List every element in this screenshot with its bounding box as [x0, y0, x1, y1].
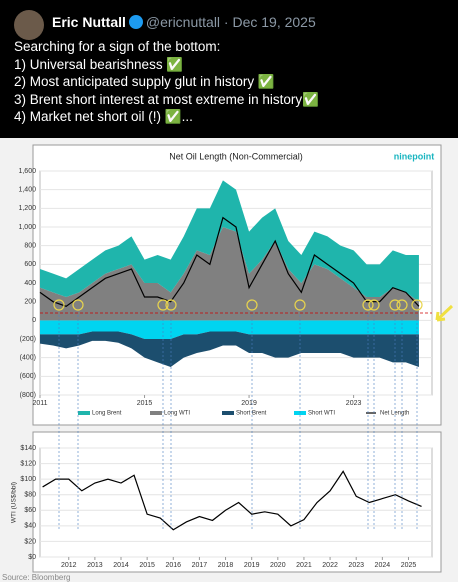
highlight-circle — [246, 299, 258, 311]
highlight-circle — [411, 299, 423, 311]
highlight-circle — [294, 299, 306, 311]
text-line: 3) Brent short interest at most extreme … — [14, 91, 319, 107]
highlight-circle — [396, 299, 408, 311]
x-tick-label: 2022 — [322, 562, 338, 569]
author-handle[interactable]: @ericnuttall · Dec 19, 2025 — [145, 14, 316, 30]
x-tick-label: 2015 — [137, 400, 153, 407]
x-tick-label: 2012 — [61, 562, 77, 569]
y-tick-label: (200) — [20, 336, 36, 343]
x-tick-label: 2021 — [296, 562, 312, 569]
area — [40, 331, 419, 367]
y-tick-label: $20 — [24, 538, 36, 545]
y-tick-label: $100 — [20, 476, 36, 483]
area — [40, 227, 419, 321]
x-tick-label: 2018 — [218, 562, 234, 569]
text-line: 4) Market net short oil (!) ✅... — [14, 109, 193, 124]
y-tick-label: $120 — [20, 460, 36, 467]
y-tick-label: 800 — [24, 243, 36, 250]
highlight-circle — [362, 299, 374, 311]
legend-swatch — [150, 411, 162, 415]
tweet-header: Eric Nuttall @ericnuttall · Dec 19, 2025 — [52, 14, 316, 30]
y-tick-label: 1,400 — [18, 187, 36, 194]
y-tick-label: 1,000 — [18, 224, 36, 231]
chart-title: Net Oil Length (Non-Commercial) — [169, 151, 303, 161]
y-tick-label: 400 — [24, 280, 36, 287]
x-tick-label: 2013 — [87, 562, 103, 569]
y-tick-label: (800) — [20, 392, 36, 399]
y-tick-label: 1,600 — [18, 168, 36, 175]
highlight-circle — [368, 299, 380, 311]
y-tick-label: $0 — [28, 554, 36, 561]
legend-label: Net Length — [380, 411, 409, 417]
x-tick-label: 2014 — [113, 562, 129, 569]
plot-area — [39, 447, 433, 558]
x-tick-label: 2024 — [375, 562, 391, 569]
y-tick-label: (400) — [20, 355, 36, 362]
y-tick-label: 1,200 — [18, 205, 36, 212]
highlight-circle — [72, 299, 84, 311]
tweet-text: Searching for a sign of the bottom: 1) U… — [14, 38, 319, 126]
x-tick-label: 2023 — [348, 562, 364, 569]
y-tick-label: $140 — [20, 445, 36, 452]
legend-swatch — [78, 411, 90, 415]
y-tick-label: (600) — [20, 373, 36, 380]
legend-label: Short WTI — [308, 411, 335, 417]
highlight-circle — [165, 299, 177, 311]
logo: ninepoint — [394, 151, 435, 161]
y-tick-label: 200 — [24, 299, 36, 306]
x-tick-label: 2015 — [139, 562, 155, 569]
arrow — [435, 304, 454, 322]
y-axis-label: WTI (US$/bbl) — [11, 482, 18, 523]
author-name[interactable]: Eric Nuttall — [52, 14, 126, 30]
legend-label: Long WTI — [164, 411, 190, 417]
x-tick-label: 2016 — [165, 562, 181, 569]
text-line: 1) Universal bearishness ✅ — [14, 56, 184, 72]
x-tick-label: 2019 — [241, 400, 257, 407]
text-line: Searching for a sign of the bottom: — [14, 39, 221, 54]
avatar[interactable] — [14, 10, 44, 40]
highlight-circle — [53, 299, 65, 311]
highlight-circle — [157, 299, 169, 311]
data-line — [42, 470, 422, 531]
legend-label: Short Brent — [236, 411, 267, 417]
x-tick-label: 2025 — [401, 562, 417, 569]
x-tick-label: 2020 — [270, 562, 286, 569]
x-tick-label: 2017 — [192, 562, 208, 569]
x-tick-label: 2019 — [244, 562, 260, 569]
annotations — [40, 299, 454, 530]
text-line: 2) Most anticipated supply glut in histo… — [14, 74, 275, 89]
verified-badge — [128, 15, 143, 29]
area — [40, 180, 419, 302]
y-tick-label: 600 — [24, 261, 36, 268]
x-tick-label: 2011 — [32, 400, 47, 407]
legend-swatch — [222, 411, 234, 415]
y-tick-label: 0 — [32, 317, 36, 324]
y-tick-label: $40 — [24, 523, 36, 530]
data-line — [39, 216, 420, 308]
highlight-circle — [389, 299, 401, 311]
source: Source: Bloomberg — [2, 573, 70, 582]
y-tick-label: $80 — [24, 492, 36, 499]
legend-label: Long Brent — [92, 411, 122, 417]
x-tick-label: 2023 — [346, 400, 362, 407]
y-tick-label: $60 — [24, 507, 36, 514]
